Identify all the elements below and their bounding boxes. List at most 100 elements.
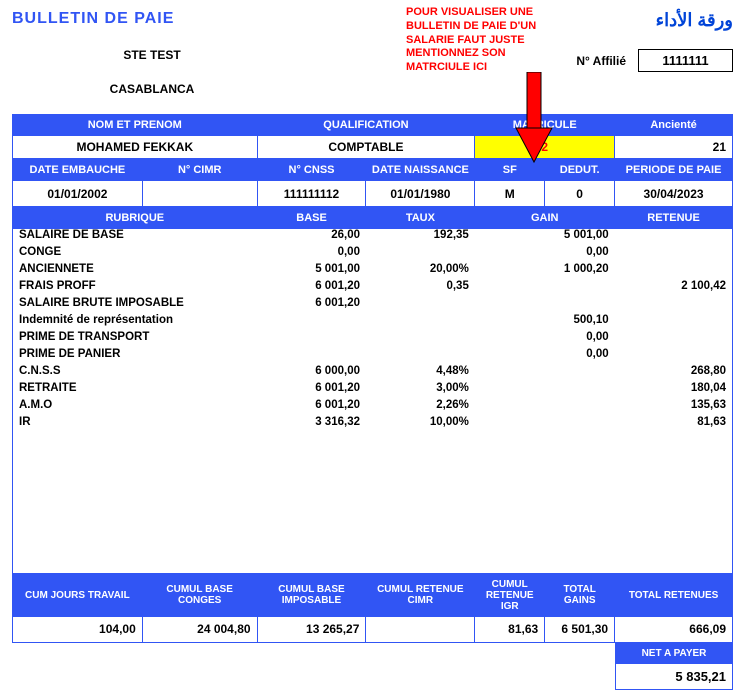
td-totgains: 6 501,30 — [545, 616, 615, 642]
affilie-value: 1111111 — [638, 49, 733, 72]
rubrique-cell: ANCIENNETE — [13, 263, 258, 280]
th-naissance: DATE NAISSANCE — [366, 160, 475, 181]
affilie-label: N° Affilié — [576, 54, 626, 68]
rubrique-cell — [615, 314, 733, 331]
rubrique-cell: PRIME DE TRANSPORT — [13, 331, 258, 348]
td-totret: 666,09 — [615, 616, 733, 642]
th-cumigr: CUMUL RETENUE IGR — [475, 574, 545, 616]
th-cumjours: CUM JOURS TRAVAIL — [13, 574, 143, 616]
document-title: BULLETIN DE PAIE — [12, 10, 292, 28]
rubrique-cell — [366, 348, 475, 365]
rubrique-cell: 3 316,32 — [257, 416, 366, 433]
rubrique-row: CONGE0,000,00 — [13, 246, 733, 263]
td-anciente: 21 — [615, 136, 733, 159]
rubrique-cell — [366, 246, 475, 263]
rubrique-row: ANCIENNETE5 001,0020,00%1 000,20 — [13, 263, 733, 280]
rubrique-cell — [366, 314, 475, 331]
td-cumcimr — [366, 616, 475, 642]
rubrique-cell — [475, 416, 615, 433]
rubrique-cell: 20,00% — [366, 263, 475, 280]
th-taux: TAUX — [366, 208, 475, 229]
rubrique-cell: 5 001,00 — [475, 229, 615, 246]
th-cumimpos: CUMUL BASE IMPOSABLE — [257, 574, 366, 616]
rubrique-row: C.N.S.S6 000,004,48%268,80 — [13, 365, 733, 382]
rubrique-row: A.M.O6 001,202,26%135,63 — [13, 399, 733, 416]
rubrique-row: SALAIRE BRUTE IMPOSABLE6 001,20 — [13, 297, 733, 314]
rubrique-cell: 180,04 — [615, 382, 733, 399]
rubrique-body: SALAIRE DE BASE26,00192,355 001,00CONGE0… — [12, 229, 733, 574]
td-cimr — [142, 181, 257, 207]
th-totgains: TOTAL GAINS — [545, 574, 615, 616]
rubrique-cell — [475, 297, 615, 314]
rubrique-cell: SALAIRE DE BASE — [13, 229, 258, 246]
th-anciente: Ancienté — [615, 115, 733, 136]
th-retenue: RETENUE — [615, 208, 733, 229]
rubrique-cell: Indemnité de représentation — [13, 314, 258, 331]
th-qualif: QUALIFICATION — [257, 115, 475, 136]
rubrique-cell: 0,00 — [475, 348, 615, 365]
rubrique-cell: 6 000,00 — [257, 365, 366, 382]
rubrique-cell: 6 001,20 — [257, 399, 366, 416]
td-cumconges: 24 004,80 — [142, 616, 257, 642]
th-cimr: N° CIMR — [142, 160, 257, 181]
arabic-title: ورقة الأداء — [576, 10, 733, 31]
rubrique-cell — [615, 348, 733, 365]
td-sf: M — [475, 181, 545, 207]
rubrique-row: PRIME DE TRANSPORT0,00 — [13, 331, 733, 348]
rubrique-cell: 4,48% — [366, 365, 475, 382]
rubrique-cell — [257, 314, 366, 331]
header-area: BULLETIN DE PAIE STE TEST CASABLANCA POU… — [12, 10, 733, 110]
rubrique-cell: RETRAITE — [13, 382, 258, 399]
rubrique-cell: 6 001,20 — [257, 297, 366, 314]
rubrique-cell — [475, 399, 615, 416]
rubrique-row: IR3 316,3210,00%81,63 — [13, 416, 733, 433]
td-cumjours: 104,00 — [13, 616, 143, 642]
td-embauche: 01/01/2002 — [13, 181, 143, 207]
th-gain: GAIN — [475, 208, 615, 229]
rubrique-cell — [615, 246, 733, 263]
rubrique-cell: C.N.S.S — [13, 365, 258, 382]
rubrique-cell — [615, 331, 733, 348]
th-base: BASE — [257, 208, 366, 229]
th-totret: TOTAL RETENUES — [615, 574, 733, 616]
td-cumimpos: 13 265,27 — [257, 616, 366, 642]
rubrique-cell: 0,35 — [366, 280, 475, 297]
company-city: CASABLANCA — [12, 82, 292, 96]
td-dedut: 0 — [545, 181, 615, 207]
annotation-text: POUR VISUALISER UNE BULLETIN DE PAIE D'U… — [406, 6, 566, 75]
rubrique-cell — [366, 331, 475, 348]
td-cnss: 111111112 — [257, 181, 366, 207]
rubrique-cell: 2 100,42 — [615, 280, 733, 297]
rubrique-cell: 26,00 — [257, 229, 366, 246]
th-cumcimr: CUMUL RETENUE CIMR — [366, 574, 475, 616]
td-nom: MOHAMED FEKKAK — [13, 136, 258, 159]
company-name: STE TEST — [12, 48, 292, 62]
rubrique-cell — [257, 331, 366, 348]
rubrique-cell — [475, 280, 615, 297]
annotation-arrow-icon — [512, 72, 556, 167]
totals-table: CUM JOURS TRAVAIL CUMUL BASE CONGES CUMU… — [12, 574, 733, 643]
th-nom: NOM ET PRENOM — [13, 115, 258, 136]
rubrique-cell: 192,35 — [366, 229, 475, 246]
rubrique-cell — [615, 229, 733, 246]
net-value: 5 835,21 — [615, 664, 733, 690]
rubrique-cell: 6 001,20 — [257, 382, 366, 399]
rubrique-cell — [257, 348, 366, 365]
rubrique-cell: 6 001,20 — [257, 280, 366, 297]
details-table: DATE EMBAUCHE N° CIMR N° CNSS DATE NAISS… — [12, 159, 733, 207]
net-row: NET A PAYER 5 835,21 — [12, 643, 733, 690]
rubrique-cell: FRAIS PROFF — [13, 280, 258, 297]
net-label: NET A PAYER — [615, 643, 733, 664]
rubrique-cell: 135,63 — [615, 399, 733, 416]
td-qualif: COMPTABLE — [257, 136, 475, 159]
th-periode: PERIODE DE PAIE — [615, 160, 733, 181]
rubrique-cell: CONGE — [13, 246, 258, 263]
td-periode: 30/04/2023 — [615, 181, 733, 207]
th-cnss: N° CNSS — [257, 160, 366, 181]
rubrique-cell: 0,00 — [257, 246, 366, 263]
rubrique-row: Indemnité de représentation500,10 — [13, 314, 733, 331]
rubrique-cell: A.M.O — [13, 399, 258, 416]
rubrique-cell — [475, 382, 615, 399]
rubrique-cell: 5 001,00 — [257, 263, 366, 280]
th-cumconges: CUMUL BASE CONGES — [142, 574, 257, 616]
